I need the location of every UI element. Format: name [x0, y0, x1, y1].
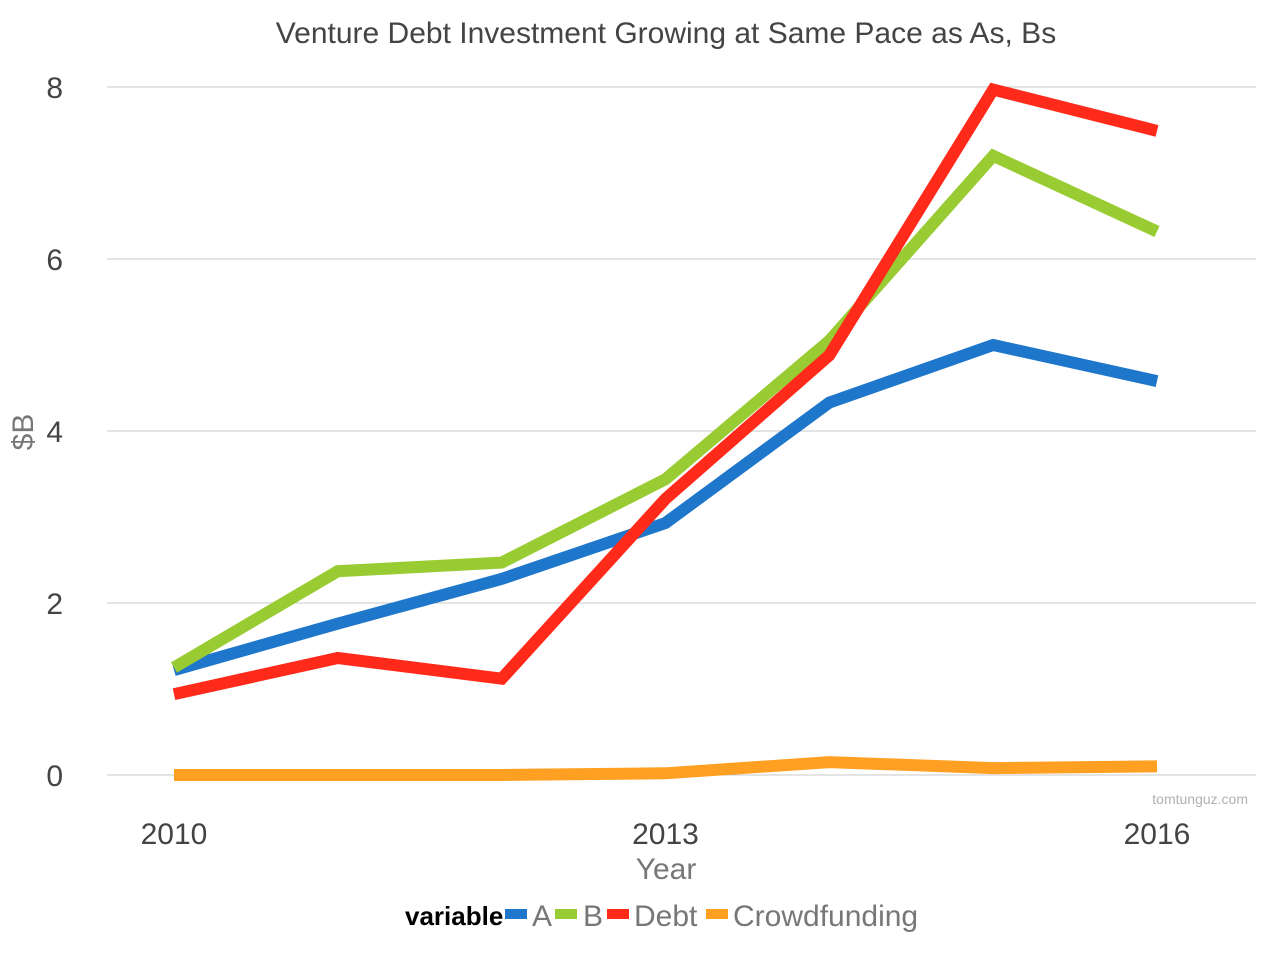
legend-label-crowdfunding: Crowdfunding — [733, 900, 918, 933]
chart-title: Venture Debt Investment Growing at Same … — [276, 17, 1056, 50]
legend-title: variable — [405, 901, 503, 931]
series-line-a — [172, 338, 1159, 676]
series-lines — [170, 82, 1160, 781]
legend-label-b: B — [583, 900, 603, 933]
gridlines — [107, 86, 1256, 776]
legend: variable A B Debt Crowdfunding — [405, 900, 918, 933]
x-axis-ticks: 2010 2013 2016 — [141, 818, 1191, 851]
x-axis-label: Year — [636, 853, 697, 886]
x-tick-label: 2016 — [1124, 818, 1191, 851]
y-tick-label: 4 — [46, 416, 63, 449]
y-tick-label: 0 — [46, 760, 63, 793]
legend-label-debt: Debt — [634, 900, 698, 933]
y-tick-label: 2 — [46, 588, 63, 621]
y-axis-ticks: 0 2 4 6 8 — [46, 72, 63, 793]
series-line-b — [170, 148, 1160, 673]
watermark: tomtunguz.com — [1152, 791, 1248, 807]
y-tick-label: 8 — [46, 72, 63, 105]
legend-label-a: A — [532, 900, 552, 933]
x-tick-label: 2010 — [141, 818, 208, 851]
series-line-crowdfunding — [174, 756, 1158, 781]
x-tick-label: 2013 — [632, 818, 699, 851]
series-line-debt — [172, 82, 1159, 701]
y-tick-label: 6 — [46, 244, 63, 277]
y-axis-label: $B — [7, 414, 40, 451]
